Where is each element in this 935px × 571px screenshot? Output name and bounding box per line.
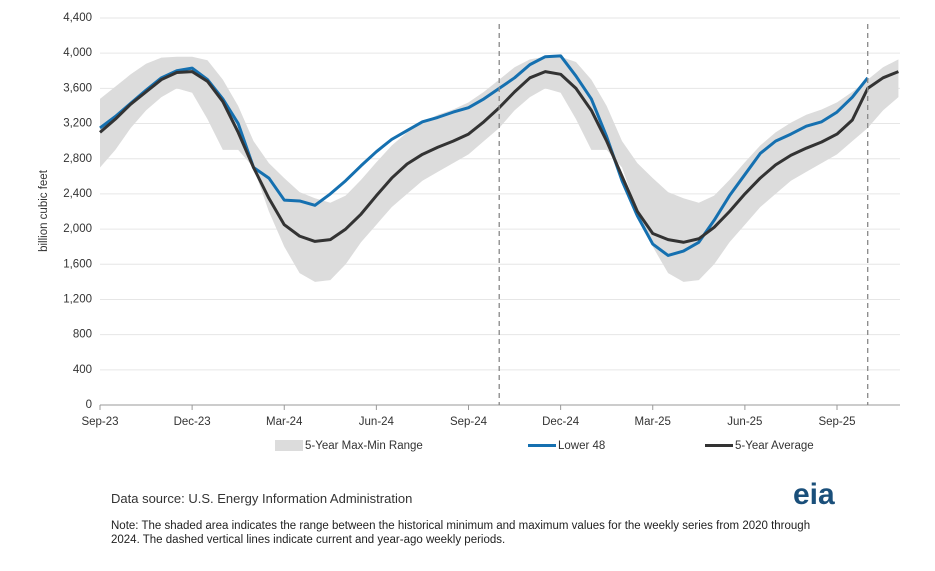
x-tick-label: Sep-24 — [450, 416, 488, 428]
y-tick-label: 400 — [73, 364, 92, 376]
range-area — [100, 56, 899, 282]
x-tick-label: Jun-25 — [727, 416, 762, 428]
x-tick-label: Sep-23 — [81, 416, 118, 428]
x-tick-label: Sep-25 — [818, 416, 855, 428]
y-tick-label: 1,200 — [63, 293, 92, 305]
y-tick-label: 4,000 — [63, 47, 92, 59]
note: Note: The shaded area indicates the rang… — [111, 520, 811, 546]
y-tick-label: 2,800 — [63, 153, 92, 165]
y-tick-label: 4,400 — [63, 12, 92, 24]
y-tick-label: 2,400 — [63, 188, 92, 200]
x-tick-label: Mar-24 — [266, 416, 303, 428]
legend-label: 5-Year Average — [735, 440, 814, 452]
y-tick-label: 800 — [73, 329, 92, 341]
logo: eia — [793, 478, 835, 511]
x-tick-label: Mar-25 — [635, 416, 671, 428]
source: Data source: U.S. Energy Information Adm… — [111, 491, 413, 506]
series-line — [99, 54, 869, 257]
x-tick-label: Dec-24 — [542, 416, 580, 428]
legend-label: 5-Year Max-Min Range — [305, 440, 423, 452]
chart: billion cubic feet 0 400 800 1,200 1,600 2,00… — [38, 12, 900, 452]
x-tick-label: Jun-24 — [359, 416, 395, 428]
y-tick-label: 3,600 — [63, 82, 92, 94]
legend-label: Lower 48 — [558, 440, 605, 452]
y-tick-label: 3,200 — [63, 118, 92, 130]
x-tick-label: Dec-23 — [174, 416, 211, 428]
y-tick-label: 1,600 — [63, 258, 92, 270]
y-tick-label: 2,000 — [63, 223, 92, 235]
legend-swatch — [275, 440, 303, 451]
y-tick-label: 0 — [86, 399, 92, 411]
y-axis-label: billion cubic feet — [38, 169, 50, 252]
